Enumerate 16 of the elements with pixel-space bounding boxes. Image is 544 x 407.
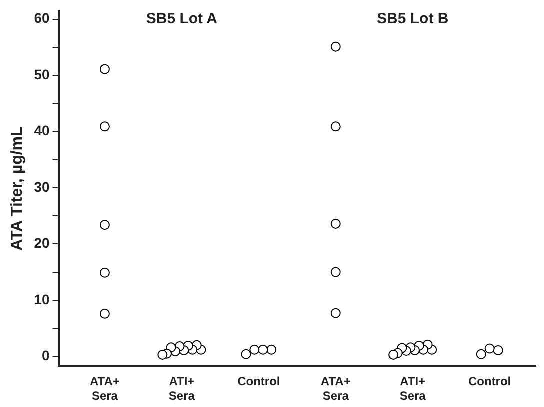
y-tick-label: 10	[34, 291, 50, 308]
y-tick-label: 40	[34, 122, 50, 139]
y-tick-label: 60	[34, 10, 50, 26]
x-tick-label: ATI+ Sera	[168, 374, 196, 404]
annotation: SB5 Lot A	[146, 10, 218, 28]
y-axis-title: ATA Titer, µg/mL	[9, 126, 26, 251]
y-tick-label: 30	[34, 178, 50, 195]
x-tick-label: ATI+ Sera	[400, 374, 426, 404]
y-tick-label: 0	[42, 348, 50, 364]
y-tick-label: 20	[34, 235, 50, 252]
x-tick-label: ATA+ Sera	[90, 374, 120, 404]
x-tick-label: ATA+ Sera	[320, 374, 351, 404]
x-tick-label: Control	[468, 374, 512, 389]
y-tick-label: 50	[34, 66, 50, 82]
x-tick-label: Control	[238, 374, 280, 389]
annotation: SB5 Lot B	[377, 10, 449, 28]
